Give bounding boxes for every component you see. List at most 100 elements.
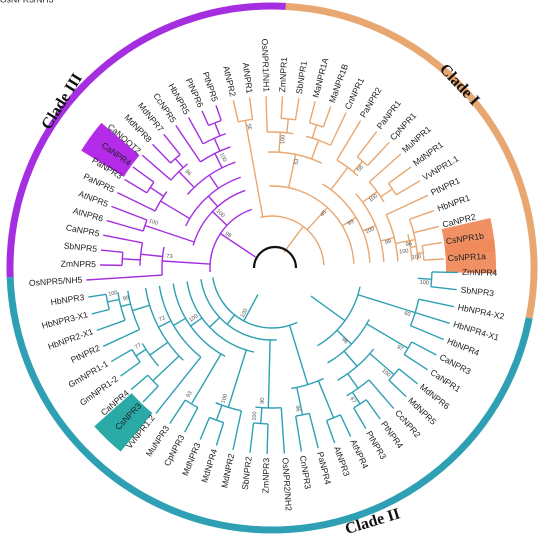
branch-line	[369, 353, 395, 376]
branch-line	[214, 122, 221, 137]
branch-arc	[200, 279, 277, 341]
highlight-layer	[81, 122, 496, 452]
leaf-label: SbNPR3	[460, 284, 495, 298]
branch-line	[388, 379, 407, 398]
support-value: 58	[356, 165, 365, 174]
branch-arc	[185, 176, 241, 227]
branch-line	[178, 171, 195, 188]
branch-line	[244, 120, 264, 217]
leaf-label: MdNPR4	[199, 447, 219, 483]
branch-line	[336, 329, 352, 345]
support-value: 73	[166, 254, 173, 260]
branch-line	[410, 245, 417, 248]
branch-line	[135, 348, 147, 357]
branch-line	[144, 224, 195, 243]
branch-line	[325, 420, 336, 444]
leaf-label: CsNPR1a	[447, 251, 486, 263]
support-value: 100	[218, 152, 228, 163]
leaf-label: AtNPR4	[348, 438, 370, 471]
branch-line	[341, 216, 357, 227]
leaf-label: CpNPR3	[162, 433, 187, 468]
branch-line	[356, 131, 378, 158]
branch-line	[199, 417, 211, 440]
branch-line	[184, 407, 199, 433]
leaf-label: HbNPR4	[446, 336, 481, 358]
branch-line	[266, 423, 269, 454]
support-value: 100	[419, 280, 429, 287]
clade-label-clade-I: Clade I	[436, 61, 483, 109]
support-value: 96	[340, 337, 349, 346]
branch-line	[395, 180, 421, 196]
support-value: 96	[405, 241, 412, 248]
leaf-label: PtNPR3	[364, 429, 388, 461]
branch-arc	[212, 277, 298, 329]
support-value: 99	[384, 239, 392, 246]
leaf-label: HbNPR3	[50, 292, 85, 307]
leaf-label: CnNPR3	[298, 455, 313, 490]
branch-line	[201, 110, 210, 126]
branch-line	[190, 317, 203, 327]
branch-line	[162, 260, 211, 265]
branch-line	[209, 317, 221, 328]
branch-line	[122, 258, 141, 261]
branch-line	[409, 209, 435, 220]
branch-line	[249, 422, 255, 453]
branch-line	[188, 117, 204, 145]
branch-line	[110, 348, 133, 363]
leaf-label: AtNPR3	[332, 445, 352, 478]
branch-line	[160, 200, 191, 220]
branch-line	[295, 416, 303, 452]
branch-arc	[170, 163, 189, 181]
branch-line	[149, 186, 164, 197]
branch-line	[260, 407, 263, 424]
branch-line	[220, 233, 256, 258]
leaf-label: ZmNPR1	[277, 56, 289, 92]
branch-line	[173, 317, 186, 326]
leaf-label: OsNPR1/NH1	[260, 38, 272, 92]
branch-line	[329, 112, 347, 146]
branch-line	[417, 252, 424, 255]
branch-line	[286, 118, 290, 133]
branch-line	[311, 139, 320, 160]
root-arc	[252, 245, 298, 269]
branch-line	[215, 404, 223, 421]
branch-line	[365, 399, 381, 420]
support-value: 98	[224, 231, 233, 239]
branch-line	[106, 219, 144, 232]
branch-line	[243, 294, 259, 322]
support-value: 100	[221, 393, 230, 404]
support-value: 100	[252, 411, 259, 421]
branch-line	[410, 324, 444, 341]
support-value: 100	[188, 313, 199, 323]
support-value: 100	[215, 208, 226, 219]
branch-line	[152, 143, 172, 164]
support-value: 100	[412, 254, 422, 261]
support-value: 72	[158, 315, 166, 323]
branch-line	[140, 253, 163, 258]
branch-line	[322, 106, 332, 128]
branch-line	[366, 141, 390, 167]
leaf-label: AtNPR5	[77, 188, 110, 209]
branch-line	[175, 125, 202, 163]
branch-line	[431, 271, 458, 274]
branch-line	[339, 414, 352, 437]
support-value: 53	[293, 158, 300, 165]
branch-line	[380, 236, 395, 242]
branch-line	[227, 349, 247, 408]
branch-line	[96, 319, 126, 332]
branch-line	[130, 374, 149, 391]
support-value: 100	[0, 0, 5, 2]
branch-line	[169, 399, 186, 424]
support-value: 35	[247, 123, 254, 130]
highlight-box	[441, 217, 496, 256]
branch-line	[352, 160, 363, 173]
branch-line	[141, 154, 172, 181]
branch-line	[213, 137, 221, 152]
leaf-label: PtNPR1	[429, 175, 462, 197]
branch-line	[190, 353, 222, 405]
branch-line	[388, 166, 412, 184]
branch-arc	[317, 286, 361, 347]
support-value: 67	[348, 396, 356, 404]
branch-line	[403, 353, 429, 371]
branch-arc	[407, 233, 413, 261]
